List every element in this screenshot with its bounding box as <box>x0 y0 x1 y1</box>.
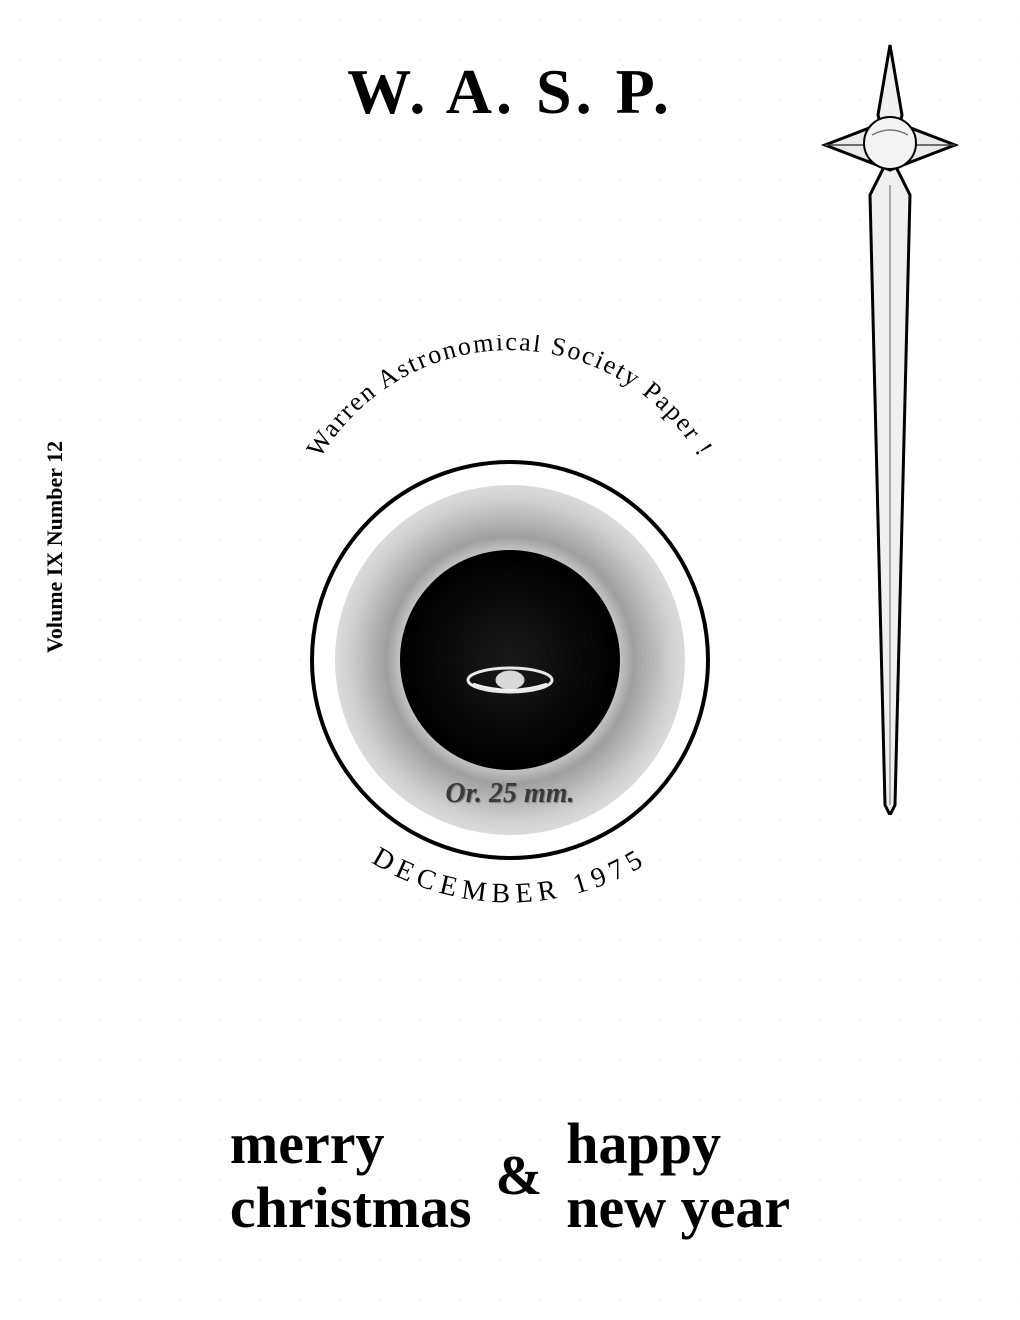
eyepiece-view: Or. 25 mm. <box>310 460 710 860</box>
masthead-title: W. A. S. P. <box>347 55 673 129</box>
page-root: W. A. S. P. Volume IX Number 12 Warren A <box>0 0 1020 1320</box>
eyepiece-label: Or. 25 mm. <box>445 778 574 810</box>
volume-number-label: Volume IX Number 12 <box>42 441 68 653</box>
arc-text-top-label: Warren Astronomical Society Paper ! <box>301 335 720 462</box>
emblem-container: Warren Astronomical Society Paper ! Or. … <box>260 340 760 960</box>
greeting-right: happy new year <box>566 1112 790 1240</box>
greeting-left: merry christmas <box>230 1112 472 1240</box>
greeting-row: merry christmas & happy new year <box>0 1112 1020 1240</box>
greeting-left-line2: christmas <box>230 1176 472 1240</box>
ampersand-icon: & <box>496 1144 543 1208</box>
greeting-right-line2: new year <box>566 1176 790 1240</box>
svg-text:Warren Astronomical Society Pa: Warren Astronomical Society Paper ! <box>301 335 720 462</box>
arc-text-bottom-label: DECEMBER 1975 <box>367 841 653 909</box>
svg-text:DECEMBER 1975: DECEMBER 1975 <box>367 841 653 909</box>
greeting-right-line1: happy <box>566 1112 790 1176</box>
arc-text-bottom: DECEMBER 1975 <box>260 820 760 920</box>
star-ornament-icon <box>810 35 970 815</box>
saturn-icon <box>465 660 555 700</box>
greeting-left-line1: merry <box>230 1112 472 1176</box>
